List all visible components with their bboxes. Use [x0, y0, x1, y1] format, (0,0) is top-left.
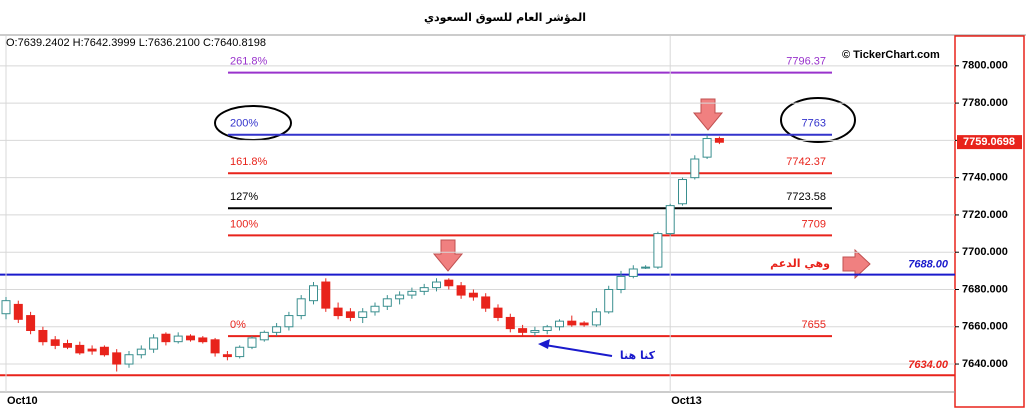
- candle-body: [321, 281, 331, 309]
- candle-body: [518, 328, 528, 333]
- candle-body: [358, 311, 368, 318]
- pointer-line: [544, 344, 613, 357]
- candle-body: [99, 346, 109, 356]
- candle-body: [505, 316, 515, 330]
- y-tick-label: 7740.000: [962, 172, 1008, 184]
- down-arrow: [432, 239, 464, 272]
- candle-body: [702, 138, 712, 158]
- candle-body: [136, 348, 146, 356]
- candle-body: [665, 205, 675, 235]
- candle-body: [309, 285, 318, 302]
- y-tick-label: 7780.000: [962, 97, 1008, 109]
- candle-body: [296, 298, 306, 317]
- candle-body: [641, 266, 651, 269]
- y-tick-label: 7660.000: [962, 321, 1008, 333]
- candle-body: [678, 179, 687, 205]
- candle-body: [579, 322, 589, 326]
- candle-body: [284, 315, 294, 328]
- annotation: كنا هنا: [620, 349, 656, 362]
- fib-label: 200%: [230, 118, 258, 130]
- fib-value: 7655: [802, 319, 826, 331]
- current-price-label: 7759.0698: [963, 136, 1015, 148]
- x-tick-label: Oct13: [671, 395, 702, 407]
- fib-label: 127%: [230, 191, 258, 203]
- candle-body: [382, 298, 392, 307]
- candle-body: [542, 326, 552, 331]
- candle-body: [481, 296, 491, 309]
- candle-body: [395, 294, 405, 300]
- candle-body: [444, 279, 454, 287]
- candle-body: [468, 292, 478, 298]
- y-tick-label: 7800.000: [962, 60, 1008, 72]
- fib-value: 7796.37: [786, 55, 826, 67]
- highlight-ellipse: [780, 97, 856, 143]
- candle-body: [112, 352, 122, 365]
- watermark: © TickerChart.com: [842, 49, 940, 61]
- candle-body: [604, 288, 614, 313]
- pointer-head: [538, 339, 550, 349]
- price-axis-frame: [954, 35, 1025, 408]
- candle-body: [333, 307, 343, 317]
- current-price-box: [957, 135, 1022, 150]
- candle-body: [235, 346, 245, 358]
- annotation: وهي الدعم: [770, 257, 830, 270]
- y-tick-label: 7700.000: [962, 246, 1008, 258]
- candle-body: [210, 339, 220, 354]
- candle-body: [75, 344, 85, 354]
- candle-body: [370, 305, 380, 313]
- candle-body: [456, 285, 466, 296]
- candle-body: [161, 333, 171, 343]
- candle-body: [345, 311, 355, 318]
- fib-value: 7742.37: [786, 156, 826, 168]
- candle-body: [1, 300, 11, 315]
- candle-body: [186, 335, 195, 341]
- candle-body: [419, 287, 429, 292]
- fib-label: 261.8%: [230, 55, 268, 67]
- y-tick-label: 7720.000: [962, 209, 1008, 221]
- candle-body: [38, 329, 48, 343]
- candle-body: [124, 354, 134, 365]
- candle-body: [50, 339, 60, 346]
- candle-body: [407, 290, 417, 296]
- candle-body: [87, 348, 97, 352]
- candle-body: [198, 337, 208, 343]
- y-tick-label: 7680.000: [962, 283, 1008, 295]
- candle-body: [247, 337, 257, 348]
- right-arrow: [842, 248, 871, 280]
- candle-body: [432, 281, 441, 289]
- candle-body: [690, 158, 700, 179]
- support-label: 7688.00: [908, 258, 949, 270]
- candle-body: [591, 311, 601, 326]
- candle-body: [555, 320, 564, 328]
- fib-value: 7763: [802, 118, 826, 130]
- candle-body: [628, 268, 638, 277]
- candle-body: [173, 335, 183, 343]
- candle-body: [493, 307, 503, 318]
- y-tick-label: 7640.000: [962, 358, 1008, 370]
- ohlc-text: O:7639.2402 H:7642.3999 L:7636.2100 C:76…: [6, 37, 266, 49]
- fib-value: 7723.58: [786, 191, 826, 203]
- candle-body: [222, 354, 232, 358]
- candle-body: [26, 315, 36, 331]
- down-arrow: [692, 98, 724, 131]
- fib-label: 100%: [230, 218, 258, 230]
- x-tick-label: Oct10: [7, 395, 38, 407]
- candle-body: [530, 329, 540, 333]
- chart-title: المؤشر العام للسوق السعودي: [424, 11, 586, 24]
- support-label: 7634.00: [908, 359, 949, 371]
- candle-body: [653, 233, 663, 268]
- candle-body: [272, 326, 282, 333]
- fib-value: 7709: [802, 218, 826, 230]
- candle-body: [616, 275, 626, 290]
- candle-body: [714, 138, 724, 143]
- candle-body: [259, 331, 269, 341]
- candle-body: [13, 303, 23, 320]
- candle-body: [149, 337, 159, 350]
- candle-body: [567, 320, 577, 326]
- fib-label: 161.8%: [230, 156, 268, 168]
- fib-label: 0%: [230, 319, 246, 331]
- candle-body: [63, 343, 72, 348]
